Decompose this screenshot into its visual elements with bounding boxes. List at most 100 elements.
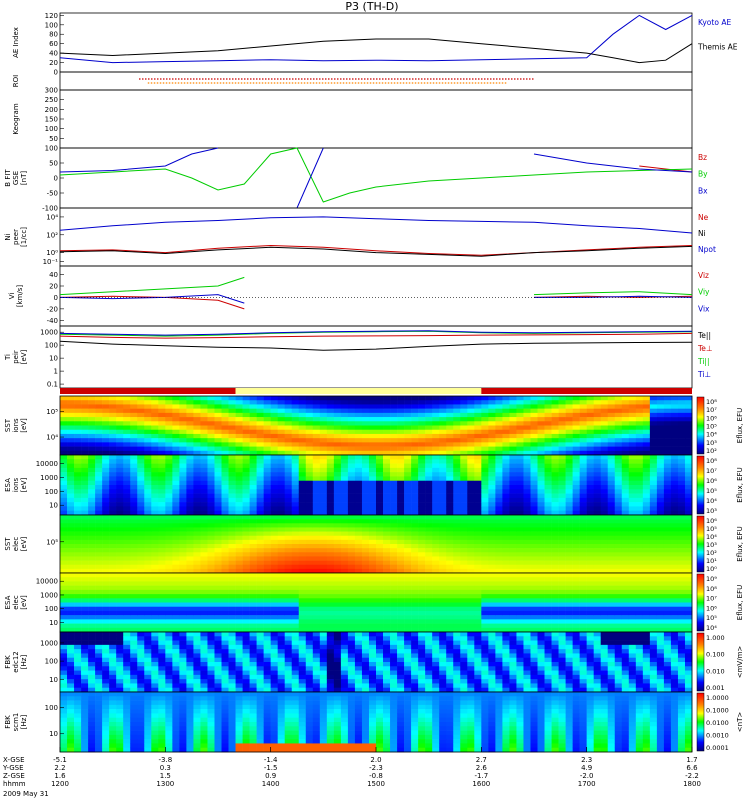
- sst-elec-cell: [404, 531, 412, 537]
- esa-elec-cell: [481, 589, 489, 595]
- esa-ion-cell: [397, 459, 405, 464]
- esa-elec-cell: [221, 577, 229, 582]
- esa-ion-cell: [368, 485, 377, 490]
- sst-elec-cell: [523, 556, 531, 561]
- esa-ion-cell: [474, 459, 482, 464]
- esa-ion-cell: [467, 493, 475, 499]
- sst-ion-cell: [354, 396, 363, 401]
- sst-elec-cell: [670, 527, 679, 532]
- sst-elec-cell: [649, 544, 658, 549]
- esa-ion-cell: [326, 502, 335, 507]
- sst-ion-cell: [670, 429, 679, 435]
- esa-elec-cell: [151, 573, 159, 578]
- esa-elec-cell: [502, 585, 510, 591]
- sst-ion-cell: [207, 425, 215, 431]
- esa-elec-cell: [81, 623, 89, 629]
- esa-elec-cell: [207, 615, 215, 620]
- esa-elec-cell: [305, 619, 314, 624]
- esa-ion-cell: [684, 472, 693, 477]
- esa-elec-cell: [495, 627, 503, 633]
- esa-ion-cell: [158, 476, 166, 482]
- esa-ion-cell: [67, 467, 75, 473]
- esa-elec-cell: [67, 585, 75, 591]
- sst-ion-cell: [558, 408, 566, 414]
- sst-elec-cell: [579, 564, 587, 570]
- esa-elec-cell: [530, 598, 538, 603]
- sst-elec-cell: [558, 523, 566, 528]
- sst-elec-cell: [361, 527, 370, 532]
- sst-ion-cell: [109, 396, 117, 401]
- sst-elec-cell: [249, 564, 257, 570]
- esa-elec-cell: [200, 585, 208, 591]
- sst-elec-cell: [137, 519, 145, 524]
- esa-ion-cell: [109, 476, 117, 482]
- esa-elec-cell: [439, 594, 447, 599]
- esa-ion-cell: [397, 506, 405, 512]
- sst-elec-cell: [670, 548, 679, 553]
- esa-ion-cell: [200, 510, 208, 516]
- esa-ion-cell: [235, 480, 243, 486]
- esa-ion-cell: [523, 489, 531, 494]
- sst-ion-cell: [249, 429, 257, 435]
- esa-ion-cell: [677, 472, 686, 477]
- esa-ion-cell: [481, 480, 489, 486]
- esa-ion-ylabel: ESAions[eV]: [4, 477, 28, 492]
- sst-elec-cell: [277, 535, 286, 541]
- esa-ion-cell: [158, 467, 166, 473]
- sst-ion-cell: [376, 450, 384, 456]
- sst-ion-cell: [446, 438, 454, 443]
- esa-elec-cell: [319, 606, 328, 612]
- sst-elec-cell: [642, 527, 651, 532]
- sst-ion-cell: [495, 438, 503, 443]
- esa-elec-cell: [74, 589, 82, 595]
- sst-ion-cell: [628, 408, 637, 414]
- sst-ion-cell: [74, 450, 82, 456]
- sst-elec-cell: [523, 564, 531, 570]
- bfit-ytick-label-4: 100: [45, 145, 58, 153]
- sst-ion-cell: [432, 396, 440, 401]
- esa-ion-cell: [298, 485, 307, 490]
- esa-ion-cell: [523, 506, 531, 512]
- sst-ion-cell: [214, 429, 222, 435]
- esa-ion-cell: [319, 510, 328, 516]
- esa-ion-cell: [467, 472, 475, 477]
- sst-ion-cell: [214, 400, 222, 405]
- sst-ion-cell: [368, 450, 377, 456]
- sst-elec-cell: [642, 531, 651, 537]
- sst-elec-cell: [319, 548, 328, 553]
- esa-elec-cell: [579, 598, 587, 603]
- sst-elec-cell: [298, 552, 307, 557]
- sst-ion-cell: [165, 400, 173, 405]
- esa-ion-cell: [200, 455, 208, 460]
- sst-ion-cell: [284, 442, 293, 447]
- esa-ion-cell: [453, 493, 461, 499]
- esa-elec-cell: [137, 623, 145, 629]
- sst-elec-cell: [621, 539, 630, 545]
- sst-elec-cell: [116, 535, 124, 541]
- esa-elec-cell: [193, 585, 201, 591]
- sst-elec-cell: [544, 548, 552, 553]
- esa-elec-cell: [390, 581, 398, 586]
- esa-ion-cell: [635, 502, 644, 507]
- esa-ion-cell: [144, 472, 152, 477]
- esa-ion-cell: [333, 463, 342, 469]
- esa-ion-cell: [81, 510, 89, 516]
- esa-elec-cell: [172, 581, 180, 586]
- esa-ion-cell: [390, 497, 398, 503]
- sst-ion-cell: [81, 433, 89, 439]
- esa-ion-cell: [207, 493, 215, 499]
- esa-ion-cell: [628, 502, 637, 507]
- sst-elec-cell: [207, 568, 215, 574]
- sst-elec-cell: [109, 552, 117, 557]
- sst-ion-cell: [572, 404, 580, 409]
- esa-ion-cell: [474, 463, 482, 469]
- sst-elec-cell: [137, 531, 145, 537]
- sst-elec-cell: [95, 531, 103, 537]
- esa-elec-cell: [235, 602, 243, 608]
- esa-ion-cell: [158, 485, 166, 490]
- sst-elec-cell: [558, 556, 566, 561]
- esa-elec-cell: [60, 623, 68, 629]
- esa-ion-cell: [411, 493, 419, 499]
- esa-elec-cell: [95, 610, 103, 616]
- sst-ion-cell: [502, 404, 510, 409]
